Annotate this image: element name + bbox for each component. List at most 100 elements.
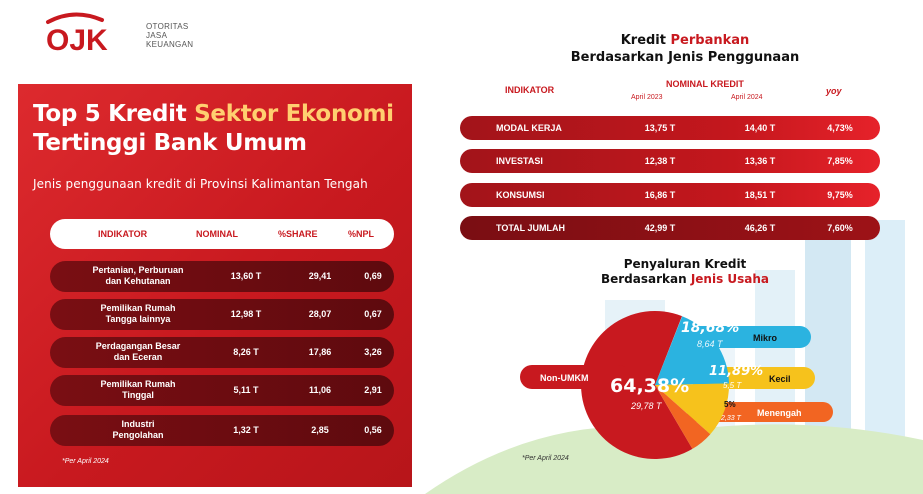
header-share: %SHARE [278, 229, 318, 239]
row-share: 28,07 [308, 309, 332, 319]
row-npl: 3,26 [364, 347, 382, 357]
table-row-total: TOTAL JUMLAH 42,99 T 46,26 T 7,60% [460, 216, 880, 240]
logo-line-1: OTORITAS [146, 22, 189, 31]
row-indikator: Pertanian, Perburuan dan Kehutanan [68, 265, 208, 287]
jenis-usaha-pie-chart: Non-UMKM Mikro Kecil Menengah 64,38% 29,… [520, 311, 833, 460]
row-april-2023: 13,75 T [644, 123, 676, 133]
logo-line-2: JASA [146, 31, 168, 40]
row-april-2024: 46,26 T [744, 223, 776, 233]
header-indikator: INDIKATOR [98, 229, 148, 239]
row-april-2024: 14,40 T [744, 123, 776, 133]
header-npl: %NPL [348, 229, 375, 239]
header-april-2024: April 2024 [731, 94, 763, 101]
table-row: Pertanian, Perburuan dan Kehutanan 13,60 … [50, 261, 394, 292]
ojk-logo: OJK OTORITAS JASA KEUANGAN [44, 6, 193, 57]
row-yoy: 4,73% [827, 123, 853, 133]
header-indikator: INDIKATOR [505, 85, 555, 95]
row-yoy: 7,85% [827, 156, 853, 166]
value-mikro: 8,64 T [697, 339, 724, 349]
row-nominal: 13,60 T [230, 271, 262, 281]
label-menengah: Menengah [757, 408, 802, 418]
title-line-2: Tertinggi Bank Umum [33, 130, 307, 156]
row-indikator-line-1: Pertanian, Perburuan [92, 265, 184, 275]
ojk-logo-mark: OJK [46, 12, 108, 57]
row-indikator: Pemilikan Rumah Tinggal [68, 379, 208, 401]
pct-non-umkm: 64,38% [610, 375, 689, 397]
title-part-1: Kredit [620, 33, 671, 48]
kredit-perbankan-title: Kredit Perbankan Berdasarkan Jenis Pengg… [540, 32, 830, 66]
header-nominal-kredit: NOMINAL KREDIT [666, 79, 744, 89]
logo-text: OTORITAS JASA KEUANGAN [146, 22, 193, 49]
header-april-2023: April 2023 [631, 94, 663, 101]
row-april-2024: 18,51 T [744, 190, 776, 200]
jenis-usaha-title: Penyaluran Kredit Berdasarkan Jenis Usah… [560, 257, 810, 287]
pct-menengah: 5% [724, 400, 736, 409]
row-indikator: INVESTASI [496, 156, 543, 166]
title-highlight: Jenis Usaha [690, 272, 770, 286]
row-april-2024: 13,36 T [744, 156, 776, 166]
row-nominal: 8,26 T [233, 347, 259, 357]
row-indikator: MODAL KERJA [496, 123, 562, 133]
label-non-umkm: Non-UMKM [540, 373, 589, 383]
row-indikator-line-2: Tangga lainnya [105, 314, 171, 324]
pct-kecil: 11,89% [709, 364, 763, 379]
row-indikator-line-1: Perdagangan Besar [95, 341, 181, 351]
non-umkm-callout-bar [520, 365, 630, 389]
label-kecil: Kecil [769, 374, 791, 384]
row-indikator: Pemilikan Rumah Tangga lainnya [68, 303, 208, 325]
row-npl: 0,67 [364, 309, 382, 319]
pie-slice-mikro [655, 316, 729, 385]
row-april-2023: 42,99 T [644, 223, 676, 233]
row-npl: 0,56 [364, 425, 382, 435]
table-row: KONSUMSI 16,86 T 18,51 T 9,75% [460, 183, 880, 207]
row-yoy: 7,60% [827, 223, 853, 233]
row-nominal: 12,98 T [230, 309, 262, 319]
row-indikator: TOTAL JUMLAH [496, 223, 565, 233]
top5-table-header: INDIKATOR NOMINAL %SHARE %NPL [50, 219, 394, 249]
table-row: MODAL KERJA 13,75 T 14,40 T 4,73% [460, 116, 880, 140]
table-row: Pemilikan Rumah Tangga lainnya 12,98 T 28… [50, 299, 394, 330]
row-indikator-line-2: dan Kehutanan [105, 276, 171, 286]
row-indikator-line-2: dan Eceran [113, 352, 163, 362]
row-npl: 2,91 [364, 385, 382, 395]
row-indikator: Industri Pengolahan [68, 419, 208, 441]
table-row: INVESTASI 12,38 T 13,36 T 7,85% [460, 149, 880, 173]
row-nominal: 5,11 T [233, 385, 259, 395]
value-menengah: 2,33 T [720, 415, 742, 422]
row-indikator-line-1: Pemilikan Rumah [100, 303, 176, 313]
top5-footnote: *Per April 2024 [62, 458, 109, 465]
table-row: Industri Pengolahan 1,32 T 2,85 0,56 [50, 415, 394, 446]
row-indikator: KONSUMSI [496, 190, 545, 200]
row-indikator: Perdagangan Besar dan Eceran [68, 341, 208, 363]
title-highlight: Sektor Ekonomi [194, 101, 394, 127]
row-indikator-line-1: Industri [121, 419, 155, 429]
row-share: 17,86 [308, 347, 332, 357]
pie-slice-non-umkm [581, 311, 693, 460]
label-mikro: Mikro [753, 333, 778, 343]
table-row: Pemilikan Rumah Tinggal 5,11 T 11,06 2,91 [50, 375, 394, 406]
row-nominal: 1,32 T [233, 425, 259, 435]
value-non-umkm: 29,78 T [630, 401, 663, 411]
table-row: Perdagangan Besar dan Eceran 8,26 T 17,86… [50, 337, 394, 368]
pct-mikro: 18,68% [681, 320, 739, 336]
row-indikator-line-2: Pengolahan [112, 430, 164, 440]
row-npl: 0,69 [364, 271, 382, 281]
value-kecil: 5,5 T [723, 381, 742, 390]
title-part-1: Top 5 Kredit [33, 101, 195, 127]
header-yoy: yoy [826, 86, 842, 96]
pie-slice-kecil [655, 383, 730, 435]
top5-title: Top 5 Kredit Sektor Ekonomi Tertinggi Ba… [33, 100, 394, 158]
header-nominal: NOMINAL [196, 229, 238, 239]
logo-mark-text: OJK [46, 24, 108, 56]
top5-subtitle: Jenis penggunaan kredit di Provinsi Kali… [33, 177, 368, 191]
row-indikator-line-1: Pemilikan Rumah [100, 379, 176, 389]
row-share: 11,06 [308, 385, 332, 395]
title-highlight: Perbankan [670, 33, 750, 48]
row-yoy: 9,75% [827, 190, 853, 200]
mikro-callout-bar [687, 326, 811, 348]
title-line-2: Berdasarkan Jenis Penggunaan [570, 50, 800, 65]
row-april-2023: 12,38 T [644, 156, 676, 166]
title-line-1: Penyaluran Kredit [623, 257, 747, 271]
row-april-2023: 16,86 T [644, 190, 676, 200]
pie-footnote: *Per April 2024 [522, 455, 569, 462]
